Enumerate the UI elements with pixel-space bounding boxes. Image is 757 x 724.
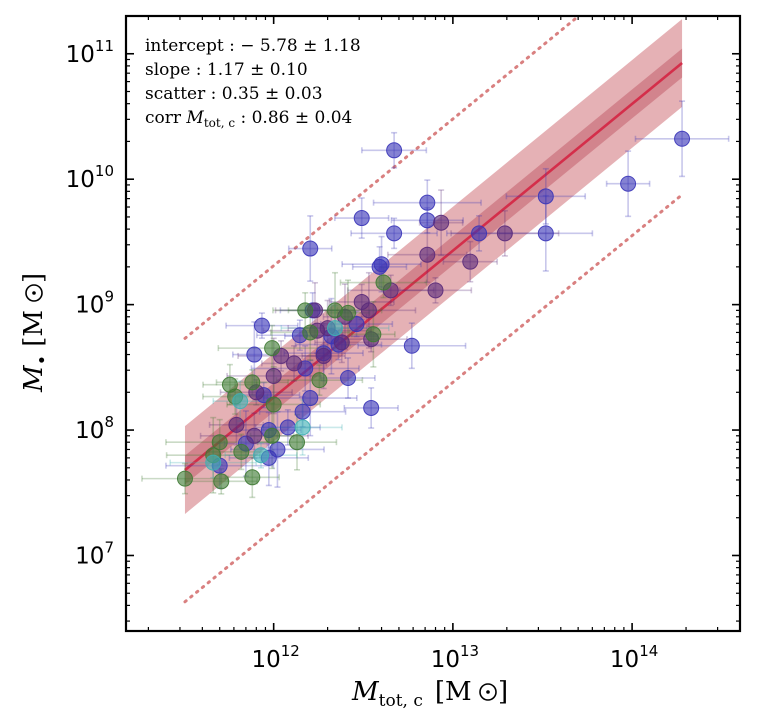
data-point	[265, 396, 282, 413]
data-point	[311, 372, 328, 389]
data-point	[176, 470, 193, 487]
sun-symbol-icon	[479, 683, 497, 701]
data-point	[302, 240, 319, 257]
data-point	[294, 419, 311, 436]
y-tick-label: 1010	[66, 162, 114, 193]
sun-symbol-icon	[25, 284, 43, 302]
data-point	[315, 347, 332, 364]
data-point	[419, 194, 436, 211]
y-tick-label: 1011	[66, 37, 114, 68]
data-point	[213, 473, 230, 490]
data-point	[232, 393, 249, 410]
data-point	[294, 403, 311, 420]
x-tick-label: 1013	[431, 642, 479, 673]
x-tick-label: 1012	[251, 642, 299, 673]
data-point	[297, 302, 314, 319]
outlier-line-upper	[183, 16, 582, 340]
data-point	[205, 454, 222, 471]
data-point	[386, 225, 403, 242]
data-point	[360, 302, 377, 319]
data-point	[244, 374, 261, 391]
data-point	[333, 334, 350, 351]
fit-annotation: corr Mtot, c : 0.86 ± 0.04	[145, 108, 352, 130]
data-point	[228, 416, 245, 433]
data-point	[427, 282, 444, 299]
data-point	[246, 427, 263, 444]
fit-annotation: scatter : 0.35 ± 0.03	[145, 84, 323, 104]
data-point	[289, 434, 306, 451]
y-tick-label: 107	[75, 538, 114, 569]
data-point	[674, 130, 691, 147]
data-point	[375, 274, 392, 291]
data-point	[348, 316, 365, 333]
data-point	[620, 175, 637, 192]
data-point	[264, 340, 281, 357]
y-axis-label: M•[M]	[19, 273, 53, 393]
data-point	[233, 443, 250, 460]
data-point	[365, 326, 382, 343]
outlier-line-lower	[183, 193, 684, 604]
data-point	[302, 390, 319, 407]
x-axis-label-text: Mtot, c [M	[351, 677, 472, 711]
y-axis-label-text: M•[M	[19, 310, 53, 393]
data-point	[340, 304, 357, 321]
data-point	[353, 210, 370, 227]
data-point	[462, 253, 479, 270]
data-point	[371, 258, 388, 275]
y-axis-label-close: ]	[19, 273, 49, 283]
data-point	[246, 346, 263, 363]
data-point	[327, 302, 344, 319]
data-point	[433, 214, 450, 231]
y-tick-label: 108	[75, 413, 114, 444]
x-axis-label-close: ]	[498, 677, 508, 707]
data-point	[496, 225, 513, 242]
data-point	[211, 434, 228, 451]
data-point	[253, 317, 270, 334]
fit-annotation: intercept : − 5.78 ± 1.18	[145, 36, 361, 56]
data-point	[265, 367, 282, 384]
data-point	[253, 447, 270, 464]
data-point	[471, 225, 488, 242]
data-point	[363, 399, 380, 416]
data-point	[244, 469, 261, 486]
data-point	[264, 427, 281, 444]
x-tick-label: 1014	[610, 642, 658, 673]
x-axis-label: Mtot, c [M]	[351, 677, 508, 711]
y-tick-label: 109	[75, 288, 114, 319]
sun-symbol-dot	[486, 690, 490, 694]
data-point	[279, 419, 296, 436]
data-point	[327, 320, 344, 337]
data-point	[386, 142, 403, 159]
data-point	[286, 355, 303, 372]
data-point	[537, 225, 554, 242]
fit-annotation: slope : 1.17 ± 0.10	[145, 60, 308, 80]
data-point	[419, 246, 436, 263]
sun-symbol-dot	[32, 291, 36, 295]
data-point	[403, 337, 420, 354]
data-point	[302, 324, 319, 341]
data-point	[419, 212, 436, 229]
data-point	[340, 370, 357, 387]
data-point	[537, 188, 554, 205]
